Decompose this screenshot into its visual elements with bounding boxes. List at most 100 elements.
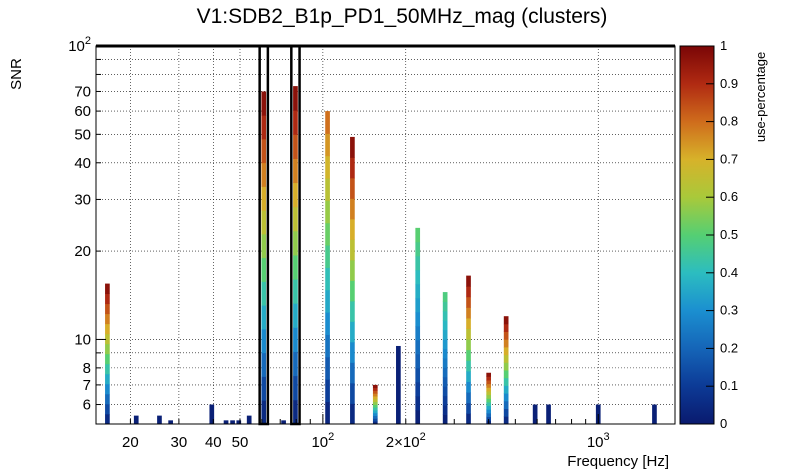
data-cell (261, 305, 267, 330)
data-cell (442, 395, 448, 406)
data-cell (293, 351, 298, 377)
data-cell (466, 402, 471, 414)
data-cell (325, 334, 330, 358)
y-tick-label: 50 (74, 126, 91, 143)
data-cell (350, 157, 355, 179)
data-cell (415, 269, 421, 285)
x-tick-label: 20 (122, 434, 139, 451)
data-column (652, 404, 657, 424)
data-cell (503, 400, 509, 409)
data-cell (105, 353, 110, 365)
data-cell (546, 404, 551, 424)
data-column (546, 404, 551, 424)
data-cell (293, 399, 298, 425)
data-column (396, 345, 401, 424)
data-cell (466, 296, 471, 308)
data-cell (105, 413, 110, 425)
data-cell (372, 393, 378, 397)
data-cell (105, 383, 110, 395)
data-cell (415, 339, 421, 355)
data-cell (325, 267, 330, 291)
data-cell (486, 372, 492, 377)
colorbar-tick-label: 0.8 (720, 114, 738, 129)
data-cell (466, 360, 471, 372)
y-axis-label: SNR (8, 58, 25, 90)
colorbar-tick-label: 0.3 (720, 303, 738, 318)
data-cell (261, 138, 267, 164)
data-cell (350, 403, 355, 425)
data-cell (466, 328, 471, 340)
data-cell (261, 281, 267, 306)
data-cell (325, 200, 330, 224)
data-column (133, 415, 139, 424)
colorbar-tick-label: 0 (720, 416, 727, 431)
data-column (281, 420, 286, 424)
data-cell (372, 407, 378, 411)
data-cell (486, 391, 492, 396)
data-cell (466, 318, 471, 330)
chart-title: V1:SDB2_B1p_PD1_50MHz_mag (clusters) (197, 5, 608, 28)
data-cell (325, 245, 330, 268)
data-cell (168, 420, 173, 424)
data-cell (486, 409, 492, 414)
data-cell (157, 415, 162, 424)
colorbar-tick-label: 0.9 (720, 76, 738, 91)
data-cell (261, 328, 267, 354)
x-tick-labels: 20 30 40 50 102 2×102 103 (122, 431, 610, 451)
y-tick-label: 70 (74, 83, 91, 100)
data-column (325, 111, 330, 425)
data-cell (442, 329, 448, 340)
data-cell (466, 381, 471, 393)
data-cell (442, 348, 448, 359)
data-cell (105, 373, 110, 385)
data-cell (503, 323, 509, 332)
data-cell (415, 311, 421, 327)
y-tick-label: 20 (74, 243, 91, 260)
data-cell (223, 420, 229, 424)
data-column (230, 420, 235, 424)
data-cell (281, 420, 286, 424)
data-column (532, 404, 538, 424)
data-cell (466, 392, 471, 404)
data-cell (415, 255, 421, 271)
data-cell (415, 297, 421, 313)
x-axis-label: Frequency [Hz] (567, 453, 669, 470)
data-column (105, 283, 110, 425)
data-cell (503, 331, 509, 340)
data-cell (293, 158, 298, 184)
data-cell (486, 398, 492, 403)
data-cell (415, 241, 421, 257)
data-cell (246, 415, 252, 424)
colorbar-tick-label: 0.5 (720, 227, 738, 242)
data-cell (372, 412, 378, 417)
plot-area (96, 46, 675, 424)
data-cell (486, 394, 492, 399)
data-cell (442, 310, 448, 321)
data-cell (503, 393, 509, 402)
data-cell (105, 333, 110, 345)
data-cell (486, 405, 492, 410)
data-cell (372, 410, 378, 414)
data-cell (261, 376, 267, 401)
data-cell (350, 382, 355, 404)
data-cell (325, 312, 330, 335)
data-cell (293, 110, 298, 135)
data-cell (261, 352, 267, 377)
data-cell (503, 354, 509, 363)
data-cell (350, 198, 355, 220)
data-cell (442, 292, 448, 302)
x-tick-label: 40 (205, 434, 222, 451)
data-cell (372, 404, 378, 408)
data-column (466, 275, 471, 425)
data-cell (105, 283, 110, 295)
data-cell (350, 300, 355, 322)
colorbar-tick-label: 1 (720, 38, 727, 53)
data-cell (486, 387, 492, 392)
data-cell (442, 414, 448, 425)
data-cell (261, 91, 267, 116)
data-cell (442, 376, 448, 387)
colorbar-tick-label: 0.4 (720, 265, 738, 280)
data-cell (350, 341, 355, 363)
data-cell (261, 115, 267, 140)
data-cell (415, 353, 421, 369)
